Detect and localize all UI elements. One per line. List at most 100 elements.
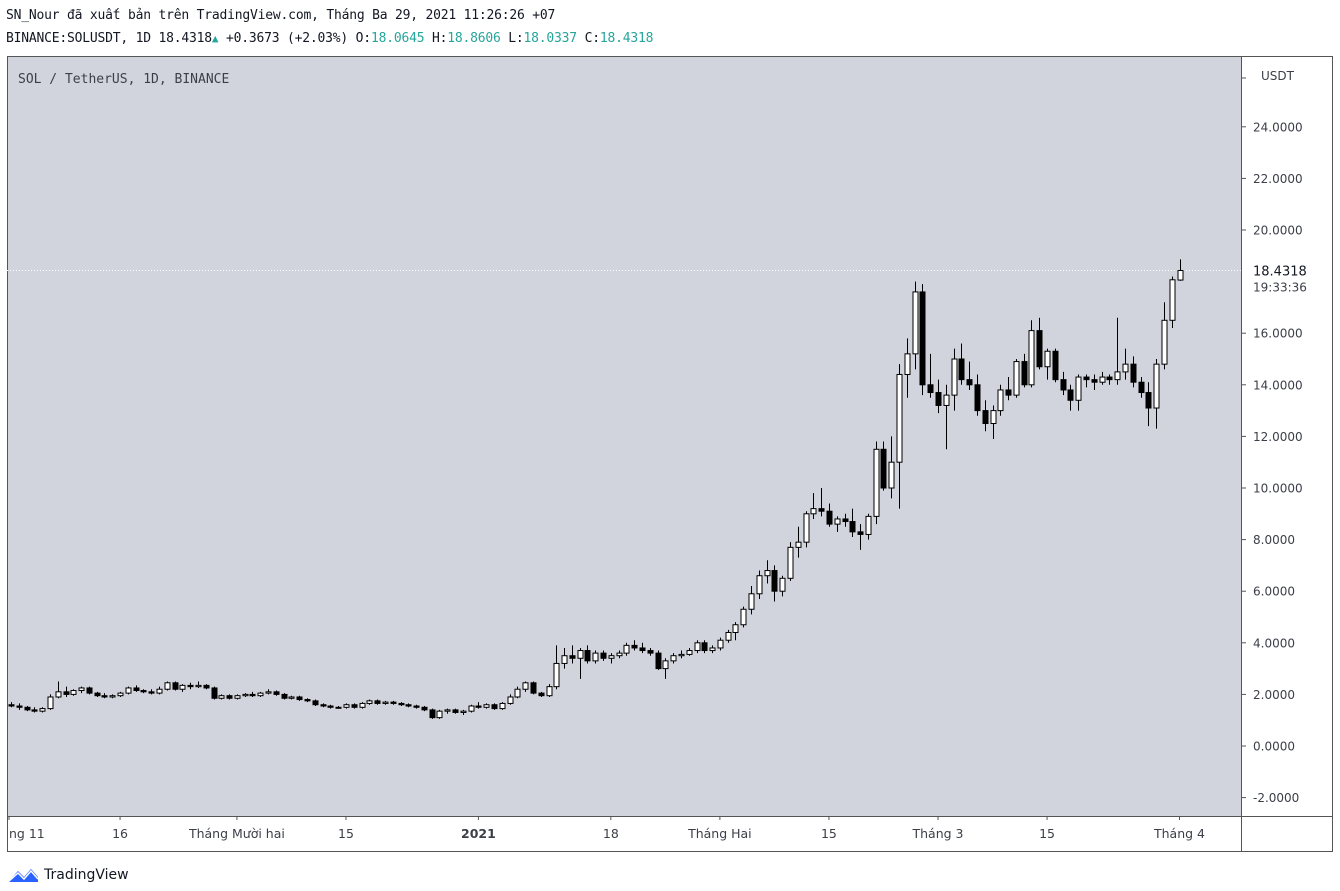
- x-tick-label: Tháng 3: [912, 826, 964, 841]
- candle-body: [662, 660, 669, 670]
- candle-body: [507, 696, 514, 704]
- publish-info: SN_Nour đã xuất bản trên TradingView.com…: [6, 8, 555, 23]
- candle-body: [468, 705, 475, 712]
- x-tick-label: 18: [603, 826, 619, 841]
- candle-body: [172, 682, 179, 690]
- candle-body: [475, 705, 482, 708]
- candle-body: [826, 510, 833, 525]
- candle-body: [335, 706, 342, 709]
- candle-body: [639, 647, 646, 652]
- candle-body: [444, 709, 451, 712]
- candle-body: [1060, 379, 1067, 391]
- candle-body: [982, 410, 989, 425]
- symbol-text: BINANCE:SOLUSDT, 1D 18.4318: [6, 31, 212, 46]
- candle-body: [78, 687, 85, 692]
- candle-body: [912, 291, 919, 355]
- candle-body: [1099, 376, 1106, 383]
- x-tick-label: 16: [112, 826, 128, 841]
- candle-body: [966, 379, 973, 386]
- candle-body: [1153, 363, 1160, 409]
- candle-body: [390, 701, 397, 704]
- candle-body: [756, 575, 763, 595]
- candle-body: [47, 696, 54, 710]
- x-tick-label: Tháng Hai: [687, 826, 752, 841]
- candle-body: [771, 570, 778, 592]
- x-tick-label: ng 11: [9, 826, 45, 841]
- candle-body: [1169, 279, 1176, 321]
- candle-countdown-label: 19:33:36: [1253, 280, 1307, 294]
- candle-body: [732, 624, 739, 633]
- low-value: 18.0337: [523, 31, 578, 46]
- candle-body: [452, 709, 459, 713]
- close-value: 18.4318: [599, 31, 654, 46]
- candle-body: [1021, 361, 1028, 386]
- candle-body: [740, 608, 747, 626]
- candle-body: [133, 687, 140, 692]
- candle-body: [164, 682, 171, 690]
- candle-body: [359, 702, 366, 708]
- up-triangle-icon: ▲: [211, 32, 219, 45]
- candle-body: [717, 639, 724, 649]
- candle-body: [203, 684, 210, 689]
- candle-body: [273, 691, 280, 695]
- candle-body: [1083, 376, 1090, 381]
- candle-body: [179, 684, 186, 690]
- y-tick-label: 16.0000: [1253, 327, 1303, 341]
- candle-body: [530, 682, 537, 694]
- candle-body: [896, 373, 903, 463]
- candle-body: [857, 531, 864, 535]
- candle-body: [70, 690, 77, 695]
- candle-body: [779, 577, 786, 592]
- candle-body: [8, 704, 15, 707]
- candle-body: [670, 655, 677, 662]
- candle-body: [101, 695, 108, 698]
- chart-container[interactable]: -2.0000 0.0000 2.0000 4.0000 6.0000 8.0000 10.…: [7, 56, 1333, 852]
- candle-body: [1161, 319, 1168, 365]
- candlestick-chart[interactable]: -2.0000 0.0000 2.0000 4.0000 6.0000 8.0000 10.…: [7, 56, 1333, 852]
- candle-body: [499, 702, 506, 710]
- tradingview-logo[interactable]: TradingView: [6, 866, 129, 884]
- candle-body: [86, 687, 93, 694]
- candle-body: [234, 695, 241, 699]
- candle-body: [686, 650, 693, 655]
- y-tick-label: 24.0000: [1253, 120, 1303, 134]
- candle-body: [265, 691, 272, 694]
- last-price-label: 18.4318: [1253, 264, 1307, 279]
- candle-body: [974, 384, 981, 412]
- candle-body: [1067, 389, 1074, 401]
- candle-body: [764, 570, 771, 577]
- candle-body: [296, 696, 303, 701]
- candle-body: [1044, 350, 1051, 368]
- candle-body: [927, 384, 934, 394]
- candle-body: [117, 692, 124, 697]
- publish-line: SN_Nour đã xuất bản trên TradingView.com…: [6, 8, 556, 23]
- candle-body: [436, 710, 443, 719]
- candle-body: [888, 461, 895, 489]
- y-tick-label: 4.0000: [1253, 636, 1295, 650]
- candle-body: [600, 652, 607, 659]
- x-tick-label: Tháng Mười hai: [188, 826, 285, 841]
- candle-body: [413, 705, 420, 708]
- candle-body: [374, 700, 381, 704]
- candle-body: [312, 700, 319, 706]
- candle-body: [39, 708, 46, 712]
- candle-body: [553, 662, 560, 688]
- y-tick-label: 14.0000: [1253, 378, 1303, 392]
- candle-body: [24, 706, 31, 711]
- x-tick-label: Tháng 4: [1153, 826, 1205, 841]
- candle-body: [1130, 363, 1137, 383]
- y-tick-label: 20.0000: [1253, 224, 1303, 238]
- high-label: H:: [431, 31, 448, 46]
- candle-body: [1138, 381, 1145, 394]
- candle-body: [958, 358, 965, 381]
- candle-body: [569, 655, 576, 659]
- price-axis-currency: USDT: [1261, 69, 1295, 83]
- candle-body: [109, 695, 116, 698]
- candle-body: [849, 521, 856, 533]
- plot-area[interactable]: [7, 56, 1241, 816]
- candle-body: [608, 655, 615, 659]
- candle-body: [787, 546, 794, 579]
- candle-body: [842, 518, 849, 523]
- tradingview-cloud-icon: [7, 869, 39, 883]
- candle-body: [1122, 363, 1129, 373]
